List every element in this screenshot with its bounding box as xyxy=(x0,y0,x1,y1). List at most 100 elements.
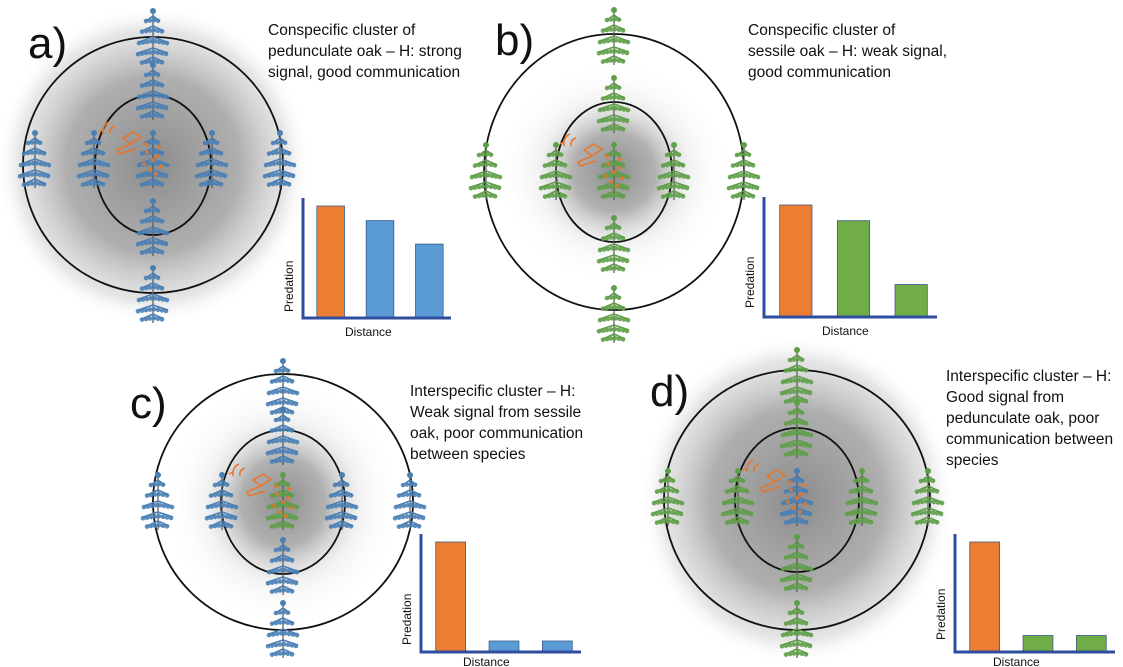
svg-text:Conspecific cluster of p: Conspecific cluster of pedunculate oak –… xyxy=(268,22,466,81)
predation-bar xyxy=(894,284,928,318)
panel-b: b) Conspecific cluster of sessile oak – … xyxy=(468,7,951,343)
oak-tree xyxy=(265,407,300,465)
oak-tree xyxy=(720,468,755,526)
predation-bar xyxy=(1022,635,1054,653)
tree-group xyxy=(17,8,297,323)
sprayer-icon xyxy=(98,121,143,155)
y-axis-label: Predation xyxy=(934,589,948,640)
treated-tree xyxy=(596,142,631,200)
description-line: good communication xyxy=(748,64,891,81)
description-line: Conspecific cluster of xyxy=(748,22,896,39)
predation-bar xyxy=(435,541,467,653)
oak-tree xyxy=(650,468,685,526)
panel-a: a) Conspecific cluster of pedunculate oa… xyxy=(0,5,466,339)
oak-tree xyxy=(135,8,170,66)
panel-d: d) Interspecific cluster – H: Good signa… xyxy=(639,335,1117,667)
oak-tree xyxy=(194,130,229,188)
oak-tree xyxy=(779,534,814,592)
predation-bar xyxy=(779,204,813,318)
oak-tree xyxy=(596,285,631,343)
panel-c: c) Interspecific cluster – H: Weak signa… xyxy=(130,358,587,667)
oak-tree xyxy=(392,472,427,530)
x-axis-label: Distance xyxy=(345,325,392,339)
oak-tree xyxy=(910,468,945,526)
predation-chart: Distance Predation xyxy=(934,534,1115,667)
predation-chart: Distance Predation xyxy=(282,198,451,339)
oak-tree xyxy=(262,130,297,188)
x-axis-label: Distance xyxy=(463,655,510,667)
sprayer-icon xyxy=(742,459,787,493)
description-line: communication between xyxy=(946,431,1113,448)
oak-tree xyxy=(324,472,359,530)
svg-text:Interspecific cluster – H:: Interspecific cluster – H: Weak signal f… xyxy=(410,383,587,463)
oak-tree xyxy=(135,198,170,256)
x-axis-label: Distance xyxy=(993,655,1040,667)
oak-tree xyxy=(656,142,691,200)
description-line: species xyxy=(946,452,999,469)
tree-group xyxy=(140,358,427,658)
description-line: between species xyxy=(410,446,526,463)
panel-label: c) xyxy=(130,379,167,428)
description-line: Weak signal from sessile xyxy=(410,404,581,421)
oak-tree xyxy=(779,347,814,405)
oak-tree xyxy=(468,142,503,200)
chart-axes xyxy=(953,534,1115,654)
panel-label: b) xyxy=(495,16,534,65)
predation-chart: Distance Predation xyxy=(743,197,937,338)
chart-axes xyxy=(301,198,451,320)
oak-tree xyxy=(844,468,879,526)
treated-tree xyxy=(135,130,170,188)
oak-tree xyxy=(596,215,631,273)
y-axis-label: Predation xyxy=(400,594,414,645)
panel-label: d) xyxy=(650,367,689,416)
panel-label: a) xyxy=(28,19,67,68)
predation-bar xyxy=(488,640,520,653)
oak-tree xyxy=(596,7,631,65)
oak-tree xyxy=(265,600,300,658)
oak-tree xyxy=(76,130,111,188)
predation-bar xyxy=(365,220,395,319)
chart-axes xyxy=(419,534,581,654)
oak-tree xyxy=(265,358,300,416)
treated-tree xyxy=(265,472,300,530)
y-axis-label: Predation xyxy=(743,257,757,308)
description-line: Interspecific cluster – H: xyxy=(410,383,575,400)
predation-bar xyxy=(969,541,1001,653)
treated-tree xyxy=(779,468,814,526)
predation-bar xyxy=(1076,635,1107,653)
description-line: Conspecific cluster of xyxy=(268,22,416,39)
description-line: Good signal from xyxy=(946,389,1064,406)
oak-tree xyxy=(726,142,761,200)
predation-chart: Distance Predation xyxy=(400,534,581,667)
description-line: Interspecific cluster – H: xyxy=(946,368,1111,385)
x-axis-label: Distance xyxy=(822,324,869,338)
description-line: sessile oak – H: weak signal, xyxy=(748,43,947,60)
description-line: oak, poor communication xyxy=(410,425,583,442)
oak-tree xyxy=(17,130,52,188)
oak-tree xyxy=(140,472,175,530)
description-line: signal, good communication xyxy=(268,64,460,81)
sprayer-icon xyxy=(228,463,273,497)
sprayer-icon xyxy=(559,133,604,167)
oak-tree xyxy=(204,472,239,530)
oak-tree xyxy=(596,75,631,133)
tree-group xyxy=(468,7,761,343)
chart-axes xyxy=(762,197,937,319)
predation-bar xyxy=(415,243,444,319)
oak-tree xyxy=(779,400,814,458)
oak-tree xyxy=(779,600,814,658)
oak-tree xyxy=(135,62,170,120)
oak-tree xyxy=(538,142,573,200)
svg-text:Conspecific cluster of s: Conspecific cluster of sessile oak – H: … xyxy=(748,22,951,81)
oak-tree xyxy=(265,537,300,595)
y-axis-label: Predation xyxy=(282,261,296,312)
svg-text:Interspecific cluster – H:: Interspecific cluster – H: Good signal f… xyxy=(946,368,1117,469)
description-line: pedunculate oak – H: strong xyxy=(268,43,462,60)
tree-group xyxy=(650,347,945,658)
oak-tree xyxy=(135,265,170,323)
predation-bar xyxy=(316,205,345,319)
description-line: pedunculate oak, poor xyxy=(946,410,1099,427)
predation-bar xyxy=(542,640,573,653)
predation-bar xyxy=(836,220,871,318)
